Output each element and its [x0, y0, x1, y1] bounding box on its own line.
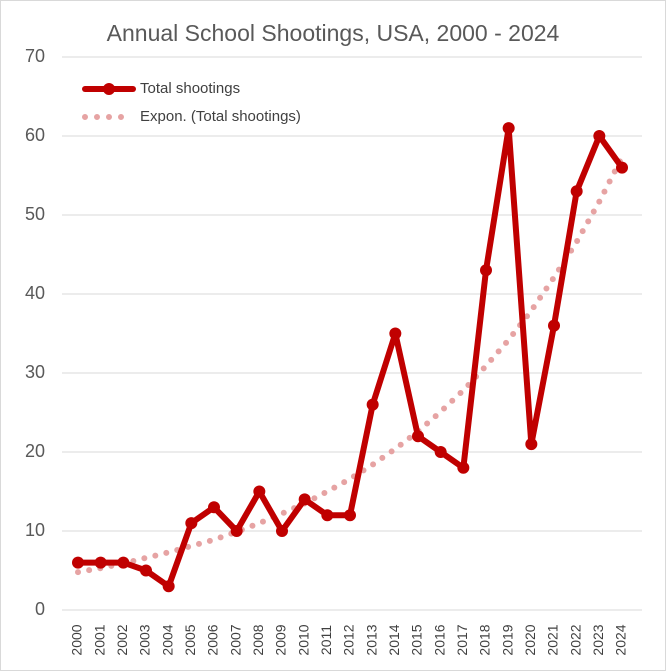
y-tick-label: 10: [25, 520, 45, 540]
data-marker: [253, 485, 266, 498]
y-tick-label: 20: [25, 441, 45, 461]
x-tick-label: 2019: [499, 624, 515, 655]
trend-line: [75, 154, 625, 576]
data-marker: [616, 161, 628, 174]
x-tick-label: 2003: [137, 624, 153, 655]
x-tick-label: 2010: [295, 624, 311, 655]
data-marker: [457, 461, 470, 474]
data-marker: [72, 556, 84, 569]
x-tick-label: 2015: [409, 624, 425, 655]
x-tick-label: 2005: [182, 624, 198, 655]
legend-marker: [103, 83, 115, 95]
data-marker: [502, 122, 515, 135]
y-tick-label: 60: [25, 125, 45, 145]
data-marker: [94, 556, 107, 569]
data-marker: [230, 525, 243, 537]
legend-label: Total shootings: [140, 80, 240, 97]
x-tick-label: 2017: [454, 624, 470, 655]
x-tick-label: 2014: [386, 624, 402, 655]
data-marker: [570, 185, 583, 198]
x-tick-label: 2004: [159, 624, 175, 655]
data-marker: [298, 493, 311, 506]
x-tick-label: 2016: [431, 624, 447, 655]
legend-label: Expon. (Total shootings): [140, 108, 301, 125]
x-tick-label: 2006: [205, 624, 221, 655]
data-marker: [276, 525, 288, 537]
data-marker: [366, 398, 379, 411]
data-marker: [140, 564, 152, 577]
x-tick-label: 2008: [250, 624, 266, 655]
data-marker: [321, 509, 334, 522]
x-tick-label: 2020: [522, 624, 538, 655]
x-tick-label: 2009: [273, 624, 289, 655]
x-tick-label: 2018: [477, 624, 493, 655]
data-marker: [525, 438, 538, 451]
x-tick-label: 2021: [545, 624, 561, 655]
data-marker: [344, 509, 356, 522]
x-tick-label: 2013: [363, 624, 379, 655]
data-marker: [389, 327, 402, 340]
x-tick-label: 2011: [318, 625, 334, 655]
x-tick-label: 2012: [341, 624, 357, 655]
chart-title: Annual School Shootings, USA, 2000 - 202…: [107, 20, 560, 46]
y-tick-label: 50: [25, 204, 45, 224]
data-marker: [162, 580, 175, 593]
x-tick-label: 2007: [227, 624, 243, 655]
data-marker: [117, 556, 130, 569]
x-tick-label: 2024: [613, 624, 629, 655]
x-tick-label: 2022: [567, 624, 583, 655]
y-tick-label: 0: [35, 599, 45, 619]
y-tick-label: 70: [25, 46, 45, 66]
data-marker: [480, 264, 492, 277]
x-tick-label: 2023: [590, 624, 606, 655]
y-tick-label: 40: [25, 283, 45, 303]
data-marker: [208, 501, 220, 514]
y-tick-label: 30: [25, 362, 45, 382]
x-tick-label: 2001: [91, 624, 107, 655]
data-marker: [185, 517, 198, 530]
data-marker: [593, 130, 606, 142]
data-marker: [412, 430, 424, 443]
data-marker: [434, 446, 447, 458]
x-tick-label: 2000: [69, 624, 85, 655]
data-marker: [548, 319, 560, 332]
x-tick-label: 2002: [114, 624, 130, 655]
